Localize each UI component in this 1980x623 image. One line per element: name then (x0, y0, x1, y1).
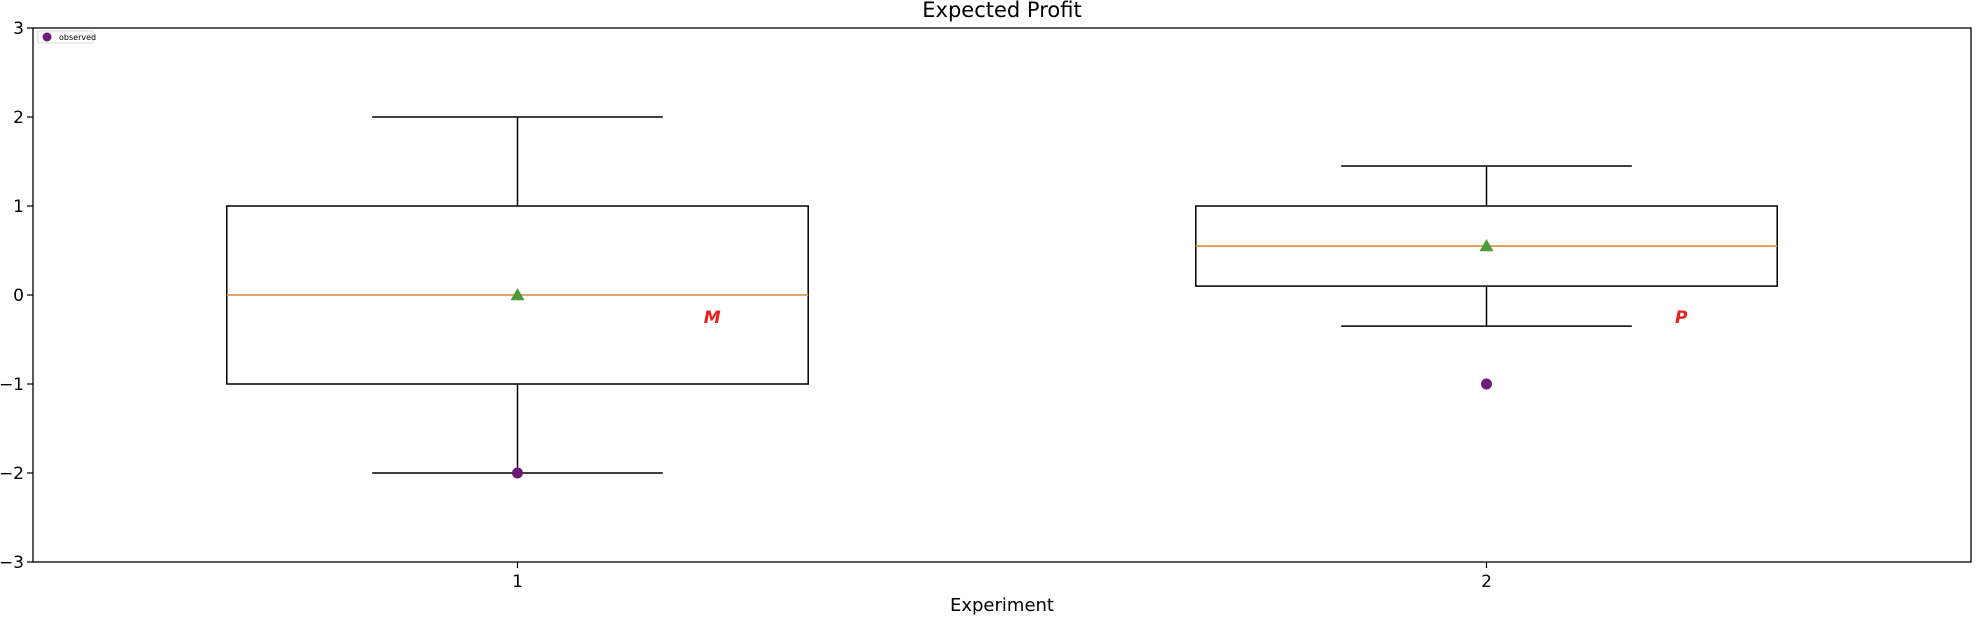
y-tick-label: −3 (0, 553, 24, 573)
x-tick-label: 1 (512, 572, 523, 592)
y-tick-label: −1 (0, 375, 24, 395)
mean-marker (510, 288, 525, 301)
legend: observed (37, 30, 96, 44)
y-tick-label: 0 (13, 286, 24, 306)
box-group-2: P (1195, 165, 1778, 390)
marker-label: M (704, 308, 721, 328)
y-tick-label: 3 (13, 19, 24, 39)
legend-entry-observed: observed (59, 33, 96, 42)
y-tick-label: −2 (0, 464, 24, 484)
x-axis-label: Experiment (950, 595, 1054, 616)
y-tick-label: 1 (13, 197, 24, 217)
legend-observed-marker (42, 32, 52, 42)
observed-point (1481, 378, 1492, 390)
y-tick-label: 2 (13, 108, 24, 128)
legend-frame (37, 30, 94, 44)
mean-marker (1479, 239, 1494, 252)
box-group-1: M (226, 116, 809, 479)
observed-point (512, 467, 523, 479)
x-tick-label: 2 (1481, 572, 1492, 592)
chart-title: Expected Profit (922, 0, 1081, 22)
marker-label: P (1675, 308, 1688, 328)
y-axis: −3 −2 −1 0 1 2 3 (0, 19, 33, 573)
